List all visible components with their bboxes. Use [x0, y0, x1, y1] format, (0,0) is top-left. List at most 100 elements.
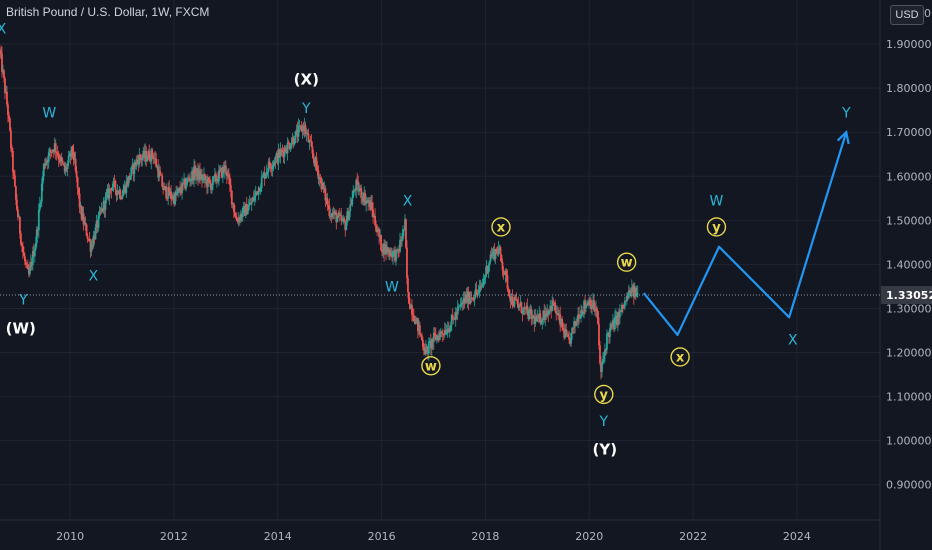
candle-body [141, 157, 144, 161]
candle-body [0, 50, 2, 54]
candle-body [615, 315, 617, 318]
candle-body [64, 167, 67, 172]
candle-body [496, 252, 499, 255]
candle-body [595, 308, 597, 312]
candle-body [482, 278, 485, 284]
candle-body [126, 181, 129, 186]
currency-button[interactable]: USD [890, 5, 924, 25]
candle-body [431, 339, 434, 343]
candle-body [27, 269, 30, 275]
candle-body [253, 195, 256, 201]
candle-body [384, 244, 386, 255]
candle-body [306, 132, 309, 134]
candle-body [522, 307, 525, 314]
candle-body [6, 91, 8, 105]
candle-body [632, 285, 635, 297]
candle-body [552, 300, 555, 306]
candle-body [144, 150, 147, 158]
candle-body [137, 159, 140, 165]
candle-body [18, 216, 21, 234]
candle-body [228, 177, 231, 185]
candle-body [538, 313, 541, 319]
candle-body [508, 289, 511, 297]
candle-body [170, 191, 173, 199]
candle-body [335, 212, 338, 223]
candle-body [524, 307, 527, 309]
candle-body [276, 152, 279, 163]
wave-circle [594, 384, 614, 405]
candle-body [491, 252, 494, 257]
candle-body [533, 316, 536, 325]
candle-body [292, 137, 295, 145]
candle-body [624, 300, 627, 302]
candle-body [440, 331, 443, 334]
candle-body [121, 195, 124, 199]
candle-body [480, 285, 483, 287]
candle-body [166, 197, 169, 199]
candle-body [182, 182, 184, 184]
candle-body [403, 229, 405, 231]
candle-body [555, 311, 558, 314]
candle-body [548, 310, 551, 315]
candle-body [45, 160, 48, 163]
candle-body [394, 249, 396, 261]
candle-body [75, 170, 78, 178]
wave-circle [491, 217, 511, 237]
candle-body [467, 291, 470, 304]
candle-body [46, 160, 49, 162]
candle-body [630, 287, 633, 297]
candle-body [501, 261, 504, 270]
candle-body [396, 249, 398, 251]
candle-body [104, 196, 107, 210]
candle-body [438, 332, 441, 341]
candle-body [634, 287, 637, 297]
candle-body [547, 310, 550, 315]
y-tick-label: 1.30000 [886, 302, 932, 315]
candle-body [94, 227, 97, 240]
candle-body [99, 211, 102, 213]
candle-body [500, 254, 503, 262]
candle-body [231, 203, 234, 205]
candle-body [100, 208, 103, 212]
candle-body [79, 205, 82, 208]
candle-body [293, 142, 296, 145]
candle-body [111, 187, 114, 191]
candle-body [337, 213, 340, 218]
grid-lines [0, 0, 880, 520]
candle-body [526, 305, 529, 311]
candle-body [282, 151, 285, 157]
candle-body [363, 193, 366, 202]
candle-body [381, 250, 383, 253]
candle-body [52, 149, 55, 152]
candle-body [109, 188, 112, 190]
candle-body [442, 334, 445, 336]
candle-body [475, 289, 478, 293]
wave-label: x [497, 220, 506, 235]
candle-body [149, 160, 152, 162]
candle-body [169, 191, 172, 196]
candle-body [275, 152, 278, 157]
candle-body [12, 150, 14, 173]
candle-body [297, 126, 300, 137]
candle-body [343, 218, 346, 222]
candle-body [621, 304, 624, 308]
candle-body [556, 312, 559, 314]
candle-body [49, 149, 52, 153]
candle-body [464, 294, 467, 303]
projection-line [642, 131, 848, 337]
candle-body [575, 321, 578, 326]
wave-label: Y [841, 105, 851, 121]
candle-body [437, 336, 440, 341]
candle-body [615, 315, 618, 326]
candle-body [375, 224, 378, 232]
candle-body [537, 315, 540, 319]
candle-body [240, 213, 243, 218]
candle-body [334, 211, 337, 213]
candle-body [579, 317, 581, 319]
candle-body [587, 301, 589, 306]
candle-body [140, 158, 143, 161]
candle-body [311, 146, 314, 154]
candle-body [309, 140, 312, 142]
candle-body [90, 244, 93, 252]
